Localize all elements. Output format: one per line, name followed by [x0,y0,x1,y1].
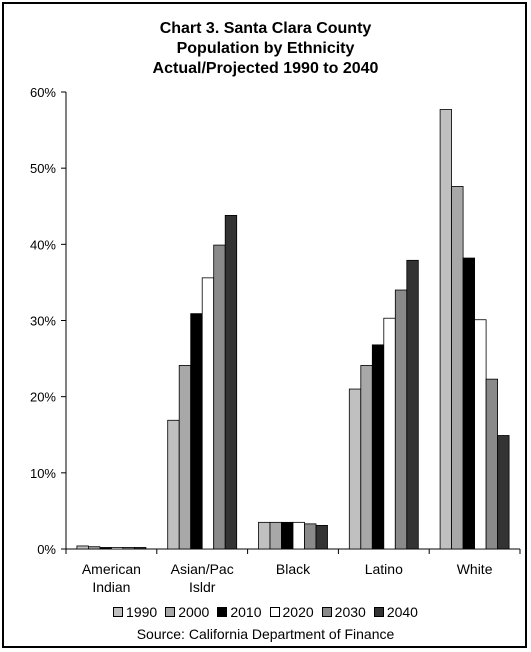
legend-swatch [217,607,228,617]
x-category-label: White [457,561,493,577]
bar-2030 [304,523,317,550]
bar-2020 [201,277,215,550]
x-category-label: Asian/Pac [171,561,234,577]
bar-2040 [224,214,238,550]
bar-2040 [497,435,510,550]
bar-2030 [122,547,135,550]
x-category-label: American [82,561,141,577]
y-tick-label: 20% [30,390,56,405]
bar-2040 [406,259,419,550]
bar-1990 [167,419,180,550]
chart-title-line-3: Actual/Projected 1990 to 2040 [152,60,379,77]
legend-label: 2010 [230,604,262,620]
bar-2010 [462,257,476,550]
chart-title-line-2: Population by Ethnicity [176,40,355,57]
x-category-label: Isldr [189,579,216,595]
legend-item: 2010 [217,604,262,620]
bar-1990 [76,545,89,550]
legend-item: 2030 [321,604,366,620]
legend-label: 2040 [386,604,418,620]
legend-label: 2020 [282,604,314,620]
legend-label: 2000 [178,604,210,620]
y-tick-label: 10% [30,466,56,481]
legend-swatch [269,607,280,617]
legend-item: 2020 [269,604,314,620]
x-category-label: Latino [365,561,403,577]
bar-2030 [213,244,226,550]
legend-swatch [373,607,384,617]
bar-1990 [348,388,362,550]
legend-swatch [113,607,124,617]
bar-2030 [485,378,499,550]
chart-title-line-1: Chart 3. Santa Clara County [159,20,372,37]
legend-item: 2000 [165,604,209,620]
bar-2010 [371,344,385,550]
bar-2040 [133,547,147,550]
bar-2000 [178,365,192,550]
y-tick-label: 40% [30,237,56,252]
bar-1990 [258,521,271,550]
bar-2000 [88,546,101,550]
bar-2010 [190,313,203,550]
bar-2010 [281,521,294,550]
legend-swatch [321,607,332,617]
x-category-label: Black [276,561,311,577]
y-tick-label: 60% [30,85,56,100]
bar-2000 [451,186,464,550]
legend-label: 2030 [334,604,366,620]
legend-item: 1990 [113,604,157,620]
source-note: Source: California Department of Finance [136,626,395,642]
bar-2020 [474,319,487,550]
y-tick-label: 0% [37,542,56,557]
bar-2000 [360,365,373,550]
bar-2010 [99,547,112,550]
bar-1990 [439,109,453,550]
y-tick-label: 50% [30,161,56,176]
bar-2040 [315,524,328,550]
bar-2000 [269,521,282,550]
bar-2020 [292,521,305,550]
x-category-label: Indian [92,579,130,595]
legend-item: 2040 [373,604,418,620]
bar-2020 [111,547,124,550]
y-tick-label: 30% [30,314,56,329]
bar-2020 [383,317,396,550]
legend-label: 1990 [126,604,158,620]
bar-2030 [394,289,408,550]
legend-swatch [165,607,176,617]
chart-legend: 1990 2000 2010 2020 2030 2040 [0,604,531,620]
